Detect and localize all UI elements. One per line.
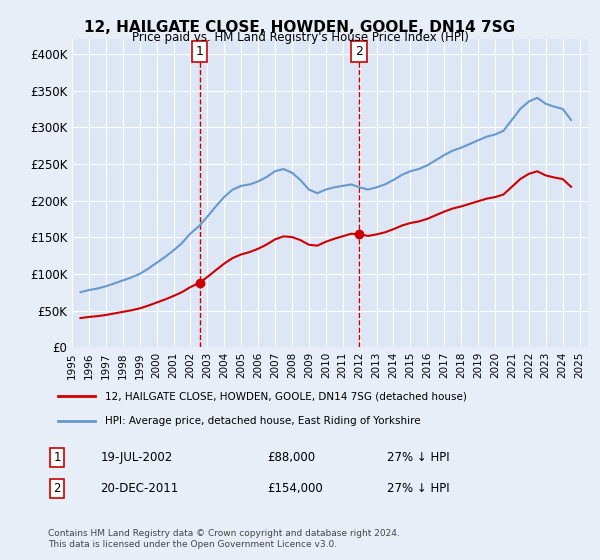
- Text: 1: 1: [53, 451, 61, 464]
- Text: HPI: Average price, detached house, East Riding of Yorkshire: HPI: Average price, detached house, East…: [106, 416, 421, 426]
- Text: 2: 2: [53, 482, 61, 494]
- Text: 12, HAILGATE CLOSE, HOWDEN, GOOLE, DN14 7SG: 12, HAILGATE CLOSE, HOWDEN, GOOLE, DN14 …: [85, 20, 515, 35]
- Text: £88,000: £88,000: [267, 451, 316, 464]
- Text: 12, HAILGATE CLOSE, HOWDEN, GOOLE, DN14 7SG (detached house): 12, HAILGATE CLOSE, HOWDEN, GOOLE, DN14 …: [106, 391, 467, 402]
- Text: 20-DEC-2011: 20-DEC-2011: [100, 482, 178, 494]
- Text: 2: 2: [355, 45, 363, 58]
- Text: Contains HM Land Registry data © Crown copyright and database right 2024.
This d: Contains HM Land Registry data © Crown c…: [48, 529, 400, 549]
- Text: £154,000: £154,000: [267, 482, 323, 494]
- Text: 1: 1: [196, 45, 203, 58]
- Text: 27% ↓ HPI: 27% ↓ HPI: [388, 451, 450, 464]
- Text: 27% ↓ HPI: 27% ↓ HPI: [388, 482, 450, 494]
- Text: Price paid vs. HM Land Registry's House Price Index (HPI): Price paid vs. HM Land Registry's House …: [131, 31, 469, 44]
- Text: 19-JUL-2002: 19-JUL-2002: [100, 451, 172, 464]
